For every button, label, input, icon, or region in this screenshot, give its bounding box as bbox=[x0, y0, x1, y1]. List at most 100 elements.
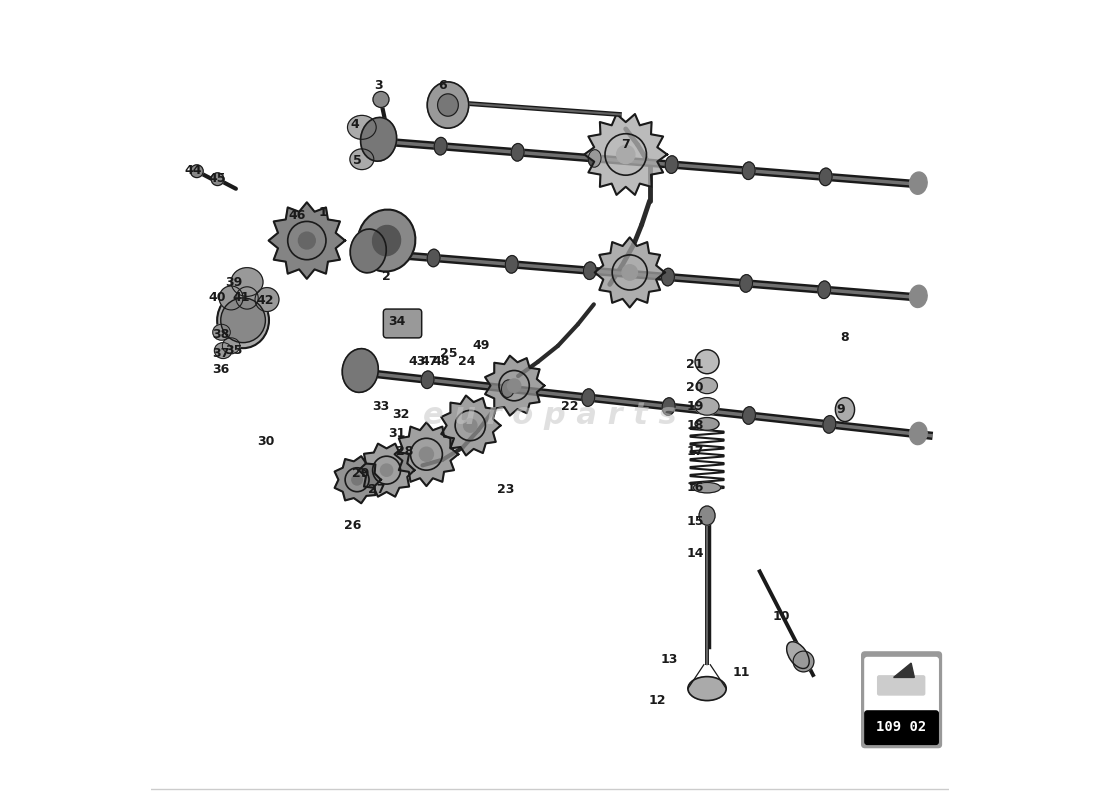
Ellipse shape bbox=[742, 162, 755, 179]
Ellipse shape bbox=[438, 94, 459, 116]
Circle shape bbox=[695, 350, 719, 374]
Ellipse shape bbox=[662, 398, 675, 415]
Circle shape bbox=[221, 298, 265, 342]
Text: 48: 48 bbox=[432, 355, 450, 368]
Circle shape bbox=[419, 447, 433, 462]
Polygon shape bbox=[359, 444, 415, 497]
Ellipse shape bbox=[348, 115, 376, 139]
Text: 16: 16 bbox=[686, 481, 704, 494]
Text: 23: 23 bbox=[497, 482, 515, 496]
Text: 34: 34 bbox=[388, 315, 406, 328]
Ellipse shape bbox=[512, 143, 524, 161]
Circle shape bbox=[190, 165, 204, 178]
Ellipse shape bbox=[693, 482, 720, 493]
Text: 109 02: 109 02 bbox=[877, 720, 926, 734]
Text: 26: 26 bbox=[344, 519, 362, 533]
Text: 49: 49 bbox=[472, 339, 490, 352]
Polygon shape bbox=[395, 422, 459, 486]
Text: 17: 17 bbox=[686, 446, 704, 458]
Text: 47: 47 bbox=[420, 355, 438, 368]
Circle shape bbox=[352, 474, 362, 485]
Ellipse shape bbox=[695, 418, 719, 430]
Ellipse shape bbox=[361, 118, 397, 161]
Text: 2: 2 bbox=[382, 270, 390, 283]
Text: 22: 22 bbox=[561, 400, 579, 413]
Text: 11: 11 bbox=[733, 666, 750, 679]
Ellipse shape bbox=[434, 138, 447, 155]
Text: 44: 44 bbox=[185, 164, 202, 177]
Ellipse shape bbox=[817, 281, 830, 298]
Text: 43: 43 bbox=[408, 355, 426, 368]
Text: 20: 20 bbox=[686, 381, 704, 394]
Polygon shape bbox=[584, 114, 668, 195]
Polygon shape bbox=[268, 202, 345, 279]
Text: 18: 18 bbox=[686, 419, 704, 432]
Ellipse shape bbox=[910, 286, 927, 307]
Ellipse shape bbox=[231, 268, 263, 296]
Text: 15: 15 bbox=[686, 514, 704, 528]
Circle shape bbox=[793, 651, 814, 672]
Text: 7: 7 bbox=[621, 138, 630, 151]
Text: 5: 5 bbox=[353, 154, 362, 167]
Ellipse shape bbox=[835, 398, 855, 422]
FancyBboxPatch shape bbox=[865, 658, 938, 714]
Text: 19: 19 bbox=[686, 400, 704, 413]
Text: 8: 8 bbox=[840, 331, 849, 344]
Ellipse shape bbox=[214, 342, 232, 358]
Ellipse shape bbox=[786, 642, 810, 669]
Text: e u r o p a r t s: e u r o p a r t s bbox=[424, 402, 676, 430]
Text: 31: 31 bbox=[388, 427, 406, 440]
Text: 4: 4 bbox=[350, 118, 359, 131]
Polygon shape bbox=[893, 663, 914, 678]
Ellipse shape bbox=[427, 250, 440, 266]
Ellipse shape bbox=[695, 398, 719, 415]
Ellipse shape bbox=[582, 389, 595, 406]
Circle shape bbox=[507, 379, 520, 392]
Text: 41: 41 bbox=[233, 291, 250, 305]
FancyBboxPatch shape bbox=[878, 676, 925, 695]
Text: 24: 24 bbox=[458, 355, 475, 368]
Ellipse shape bbox=[823, 416, 836, 433]
Text: 28: 28 bbox=[396, 446, 414, 458]
Circle shape bbox=[621, 265, 637, 280]
Text: 37: 37 bbox=[212, 347, 230, 360]
Ellipse shape bbox=[427, 82, 469, 128]
Polygon shape bbox=[485, 356, 544, 416]
FancyBboxPatch shape bbox=[861, 652, 942, 747]
Text: 25: 25 bbox=[440, 347, 458, 360]
Ellipse shape bbox=[505, 255, 518, 273]
Ellipse shape bbox=[342, 349, 378, 392]
Text: 42: 42 bbox=[256, 294, 274, 307]
FancyBboxPatch shape bbox=[384, 309, 421, 338]
Polygon shape bbox=[441, 395, 500, 455]
Text: 35: 35 bbox=[224, 344, 242, 357]
Ellipse shape bbox=[742, 406, 756, 424]
Text: 39: 39 bbox=[224, 275, 242, 289]
Circle shape bbox=[373, 91, 389, 107]
Text: 3: 3 bbox=[374, 78, 383, 91]
Text: 46: 46 bbox=[288, 209, 306, 222]
Ellipse shape bbox=[666, 156, 678, 174]
Circle shape bbox=[617, 146, 635, 163]
Circle shape bbox=[381, 464, 393, 476]
Ellipse shape bbox=[502, 380, 515, 398]
Text: 45: 45 bbox=[209, 172, 227, 185]
Text: 29: 29 bbox=[352, 467, 370, 480]
Text: 30: 30 bbox=[256, 435, 274, 448]
Polygon shape bbox=[334, 456, 381, 503]
Text: 1: 1 bbox=[318, 206, 327, 219]
Ellipse shape bbox=[358, 210, 416, 271]
Ellipse shape bbox=[696, 378, 717, 394]
Ellipse shape bbox=[661, 268, 674, 286]
Text: 6: 6 bbox=[438, 78, 447, 91]
Ellipse shape bbox=[688, 677, 726, 701]
Ellipse shape bbox=[700, 506, 715, 525]
Text: 27: 27 bbox=[368, 482, 386, 496]
Ellipse shape bbox=[217, 292, 270, 348]
Ellipse shape bbox=[910, 172, 927, 194]
Ellipse shape bbox=[588, 150, 601, 167]
Ellipse shape bbox=[421, 371, 434, 389]
Text: 32: 32 bbox=[393, 408, 409, 421]
Text: 14: 14 bbox=[686, 546, 704, 559]
Ellipse shape bbox=[222, 338, 240, 354]
